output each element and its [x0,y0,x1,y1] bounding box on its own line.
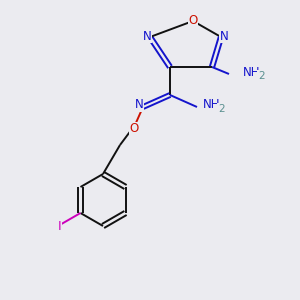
Text: N: N [220,29,228,43]
Text: N: N [142,29,152,43]
Text: O: O [129,122,139,136]
Text: NH: NH [243,65,260,79]
Text: N: N [135,98,143,112]
Text: NH: NH [203,98,220,112]
Text: I: I [58,220,61,233]
Text: O: O [188,14,198,26]
Text: 2: 2 [258,71,265,81]
Text: 2: 2 [218,104,225,114]
